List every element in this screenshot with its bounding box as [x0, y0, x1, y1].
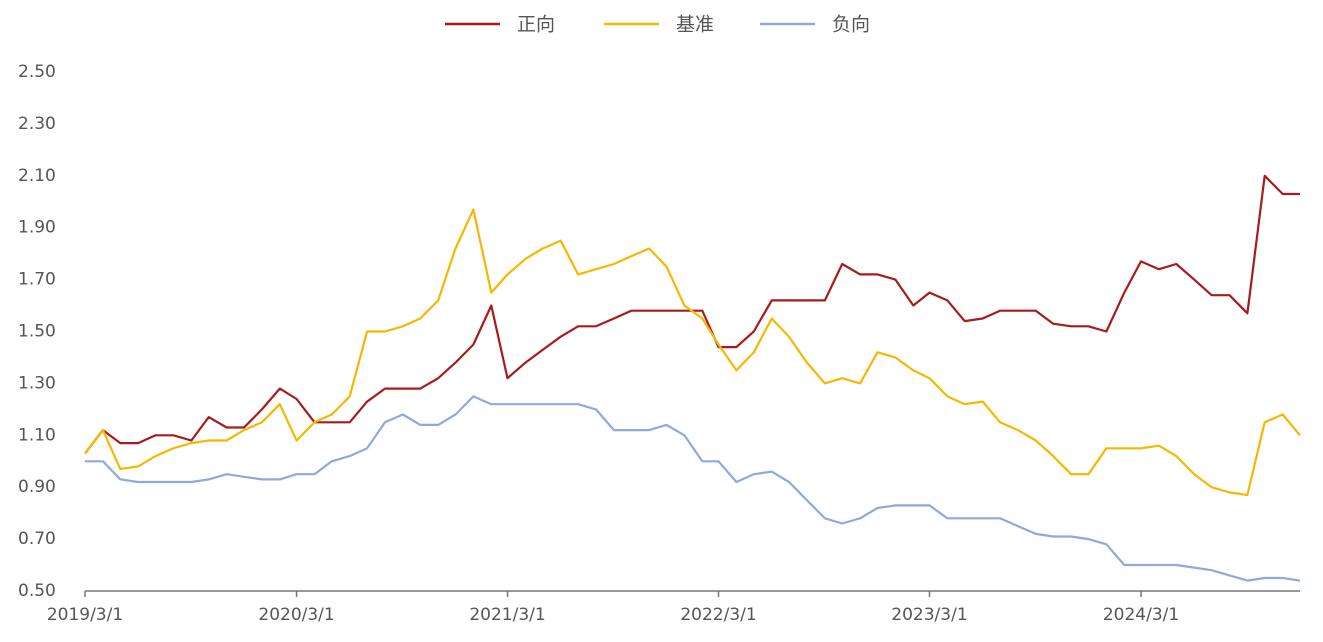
- x-tick-label: 2022/3/1: [680, 605, 756, 625]
- x-tick-label: 2019/3/1: [47, 605, 123, 625]
- y-tick-label: 1.50: [18, 322, 56, 342]
- x-tick-label: 2024/3/1: [1103, 605, 1179, 625]
- line: [84, 174, 1300, 455]
- y-tick-label: 1.10: [18, 425, 56, 445]
- y-tick-label: 2.50: [18, 62, 56, 82]
- y-tick-label: 0.50: [18, 581, 56, 601]
- x-tick-label: 2020/3/1: [258, 605, 334, 625]
- x-tick-label: 2021/3/1: [469, 605, 545, 625]
- y-tick-label: 0.90: [18, 477, 56, 497]
- legend-label: 正向: [517, 14, 555, 36]
- y-tick-label: 2.30: [18, 114, 56, 134]
- y-tick-label: 1.90: [18, 218, 56, 238]
- x-tick-label: 2023/3/1: [891, 605, 967, 625]
- legend-label: 基准: [676, 14, 714, 36]
- y-tick-label: 0.70: [18, 529, 56, 549]
- legend-label: 负向: [832, 14, 870, 36]
- y-tick-label: 1.70: [18, 270, 56, 290]
- line: [85, 395, 1301, 582]
- y-tick-label: 2.10: [18, 166, 56, 186]
- line: [84, 208, 1301, 497]
- y-tick-label: 1.30: [18, 373, 56, 393]
